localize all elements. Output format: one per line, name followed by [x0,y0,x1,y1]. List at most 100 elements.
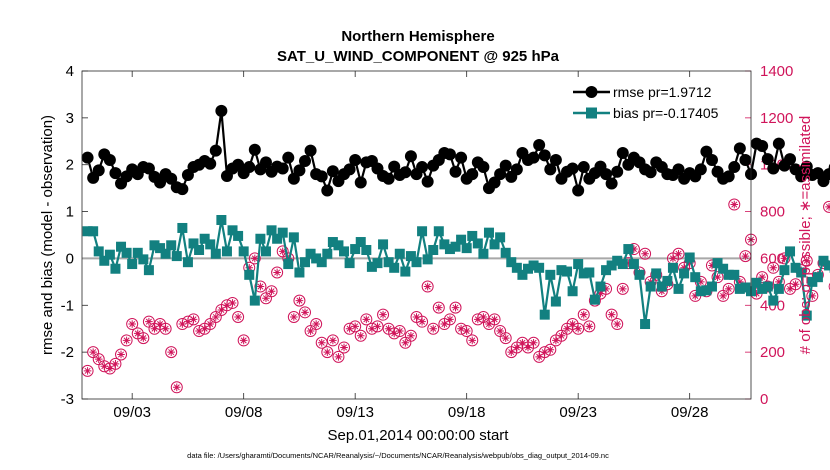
bias-point [601,265,612,276]
bias-point [350,244,361,255]
rmse-point [399,166,412,179]
obs-asterisk [513,343,521,352]
obs-count-point [187,313,200,326]
bias-point [701,285,712,296]
bias-point [651,268,662,279]
bias-point [216,215,227,226]
bias-point [673,283,684,294]
bias-point [221,246,232,257]
rmse-point [499,159,512,172]
obs-count-point [639,247,652,260]
bias-point [372,258,383,269]
obs-asterisk [384,324,393,333]
chart-subtitle: SAT_U_WIND_COMPONENT @ 925 hPa [277,48,560,65]
bias-point [684,252,695,263]
obs-count-point [728,198,741,211]
obs-asterisk [418,317,426,326]
obs-asterisk [234,313,242,321]
rmse-point [605,177,618,190]
obs-count-point [499,332,512,345]
obs-asterisk [212,313,220,321]
obs-asterisk [106,364,114,373]
rmse-point [343,163,356,176]
bias-point [155,243,166,254]
rmse-point [421,175,434,188]
obs-circle [767,261,780,274]
obs-circle [137,332,150,345]
obs-count-point [349,320,362,333]
obs-asterisk [334,353,343,361]
bias-point [316,257,327,268]
obs-asterisk [518,338,527,347]
series-obs-possible [81,198,830,394]
bias-point [127,259,138,270]
rmse-point [800,160,813,173]
obs-circle [187,313,200,326]
y-right-axis-ticks: 0200400600800100012001400 [745,63,793,408]
obs-asterisk [802,256,811,265]
bias-point [762,281,773,292]
obs-asterisk [780,254,789,263]
rmse-point [611,165,624,178]
obs-count-point [237,334,250,347]
rmse-point [349,154,362,167]
rmse-point [304,144,317,157]
bias-point [104,249,115,260]
rmse-point [315,170,328,183]
bias-point [489,239,500,250]
bias-point [82,226,93,237]
obs-circle [338,341,351,354]
obs-circle [165,346,178,359]
obs-asterisk [730,200,739,209]
rmse-point [784,153,797,166]
bias-point [483,227,494,238]
bias-point [288,232,299,243]
bias-point [355,237,366,248]
y-right-tick-label: 800 [760,204,785,221]
obs-count-point [248,252,261,265]
obs-count-point [789,278,802,291]
bias-point [589,294,600,305]
obs-asterisk [295,296,304,305]
bias-point [812,272,823,283]
obs-count-point [377,308,390,321]
obs-asterisk [669,254,677,263]
y-right-tick-label: 0 [760,391,768,408]
obs-asterisk [641,249,649,258]
bias-point [417,226,428,237]
obs-circle [449,301,462,314]
bias-point [679,268,690,279]
y-axis-ticks: -3 -2 -1 0 1 2 3 4 [61,63,88,408]
y-right-tick-label: 600 [760,250,785,267]
rmse-point [728,161,741,174]
obs-asterisk [563,324,571,333]
obs-circle [544,343,557,356]
obs-circle [756,271,769,284]
y-right-tick-label: 1200 [760,110,793,127]
obs-count-point [828,282,830,291]
rmse-point [176,183,189,196]
obs-circle [109,357,122,370]
rmse-point [538,149,551,162]
legend-rmse-label: rmse pr=1.9712 [613,84,712,100]
bias-point [294,267,305,278]
obs-asterisk [680,264,688,272]
obs-circle [711,271,724,284]
obs-asterisk [262,294,270,303]
rmse-point [215,104,228,117]
obs-asterisk [251,254,259,263]
rmse-point [527,151,540,164]
obs-asterisk [200,324,209,333]
rmse-point [92,164,105,177]
legend-bias-label: bias pr=-0.17405 [613,105,719,121]
obs-asterisk [228,299,237,307]
bias-point [773,283,784,294]
bias-point [534,262,545,273]
bias-point [495,232,506,243]
y-right-tick-label: 400 [760,297,785,314]
rmse-point [767,162,780,175]
obs-circle [287,311,300,323]
obs-asterisk [758,273,766,281]
obs-circle [299,306,311,319]
